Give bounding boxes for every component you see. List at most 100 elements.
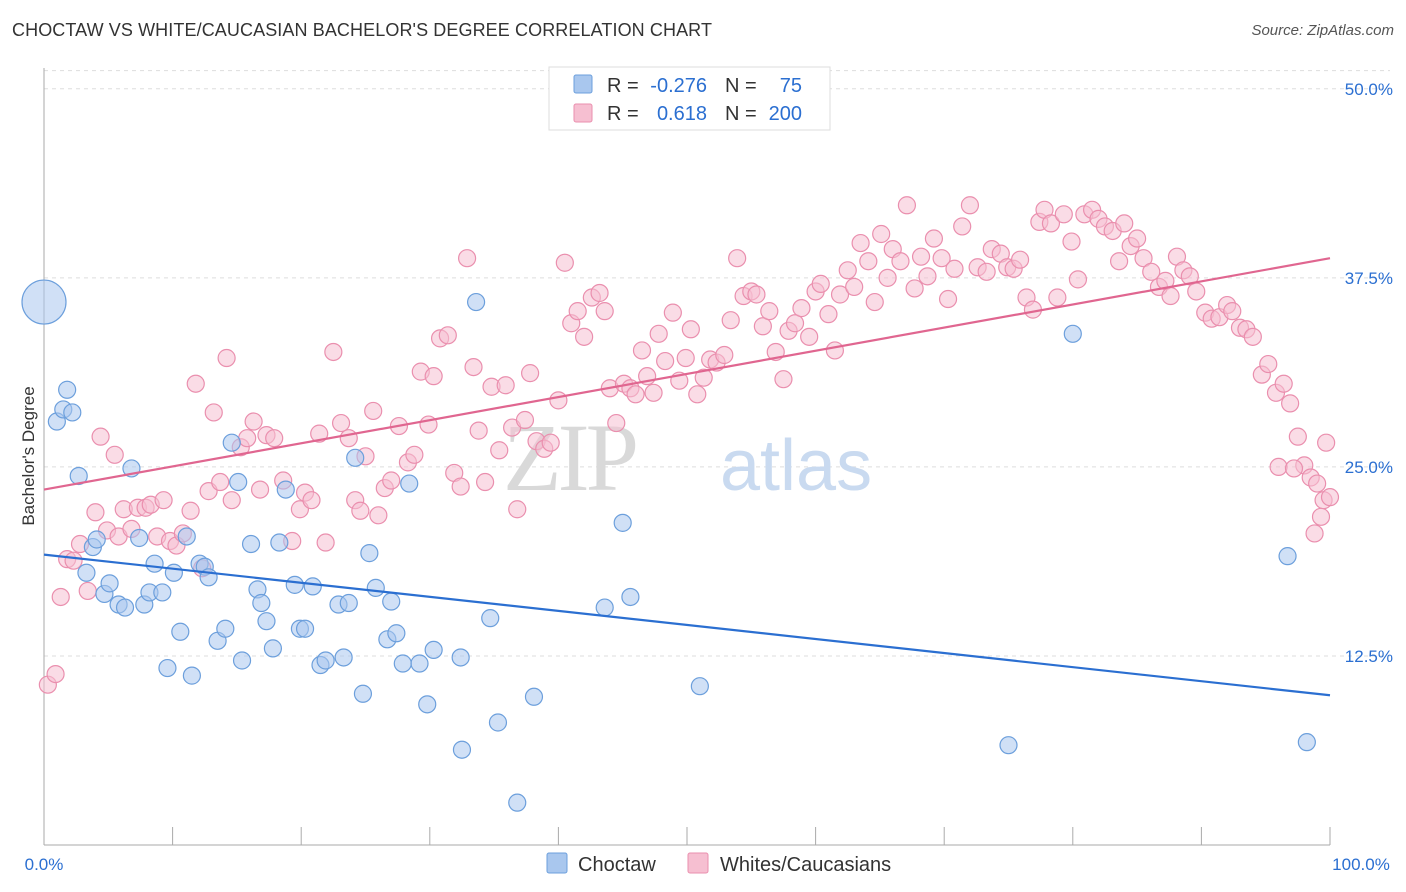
watermark-atlas: atlas	[720, 426, 872, 506]
choctaw-trend-line	[43, 553, 1331, 697]
whites-point	[369, 506, 388, 525]
whites-point	[575, 327, 594, 346]
choctaw-point	[229, 472, 248, 492]
choctaw-point	[999, 736, 1018, 755]
whites-point	[211, 472, 230, 492]
whites-point	[1109, 252, 1129, 271]
whites-point	[851, 233, 870, 253]
whites-point	[1308, 474, 1327, 493]
choctaw-point	[360, 544, 379, 563]
whites-point	[490, 441, 509, 460]
whites-point	[1288, 427, 1307, 446]
legend-r-value-whites: 0.618	[657, 103, 707, 125]
choctaw-point	[257, 612, 276, 631]
whites-point	[932, 249, 951, 268]
choctaw-point	[115, 598, 135, 617]
whites-point	[78, 581, 97, 601]
whites-point	[753, 317, 772, 336]
choctaw-point	[263, 639, 283, 658]
choctaw-point	[69, 466, 88, 486]
choctaw-point	[164, 563, 183, 582]
whites-point	[1180, 267, 1199, 286]
whites-point	[865, 292, 884, 312]
choctaw-point	[100, 574, 119, 593]
whites-point	[715, 345, 734, 365]
choctaw-point	[295, 619, 315, 638]
whites-point	[541, 433, 560, 452]
whites-point	[891, 252, 910, 271]
choctaw-point	[481, 609, 500, 628]
y-tick-label: 50.0%	[1345, 80, 1393, 99]
whites-point	[555, 253, 574, 272]
legend-r-label-choctaw: R =	[607, 75, 639, 97]
whites-point	[1127, 229, 1147, 248]
whites-point	[911, 247, 931, 266]
whites-point	[774, 370, 793, 389]
whites-point	[1281, 394, 1300, 413]
choctaw-point	[424, 640, 443, 660]
whites-point	[521, 364, 540, 383]
source-label[interactable]: Source: ZipAtlas.com	[1251, 22, 1394, 39]
whites-point	[845, 277, 864, 297]
whites-point	[222, 491, 241, 510]
choctaw-point	[276, 480, 295, 499]
choctaw-point	[87, 530, 106, 549]
whites-point	[663, 303, 682, 322]
whites-point	[91, 427, 110, 446]
whites-point	[728, 249, 747, 268]
choctaw-point	[285, 575, 304, 594]
bottom-legend-choctaw[interactable]: Choctaw	[578, 854, 656, 876]
whites-point	[656, 351, 675, 371]
whites-point	[364, 401, 383, 421]
whites-point	[632, 341, 652, 360]
choctaw-point	[488, 713, 508, 732]
choctaw-point	[1063, 324, 1082, 343]
whites-point	[1134, 249, 1153, 268]
choctaw-point	[171, 622, 190, 641]
whites-point	[464, 357, 483, 377]
whites-point	[859, 252, 878, 271]
choctaw-point	[222, 433, 241, 452]
whites-point	[181, 501, 200, 520]
whites-point	[568, 302, 587, 321]
bottom-swatch-whites[interactable]	[687, 852, 709, 874]
y-tick-label: 25.0%	[1345, 458, 1393, 477]
legend-r-value-choctaw: -0.276	[650, 75, 707, 97]
whites-point	[46, 665, 65, 684]
choctaw-point	[418, 695, 437, 714]
choctaw-point	[153, 583, 172, 602]
whites-point	[1305, 524, 1324, 543]
x-ticks	[43, 827, 1331, 845]
series-legend: Choctaw Whites/Caucasians	[546, 852, 891, 876]
bottom-swatch-choctaw[interactable]	[546, 852, 568, 874]
whites-point	[897, 196, 917, 215]
whites-point	[1048, 288, 1067, 307]
whites-point	[310, 424, 329, 443]
whites-point	[792, 299, 811, 318]
whites-point	[331, 413, 351, 433]
legend-n-value-choctaw: 75	[780, 75, 802, 97]
whites-point	[1010, 250, 1030, 269]
whites-point	[945, 259, 964, 278]
y-tick-label: 12.5%	[1345, 647, 1393, 666]
watermark: ZIP atlas	[503, 404, 872, 511]
choctaw-point	[451, 648, 470, 667]
whites-point	[204, 403, 223, 422]
choctaw-point	[252, 593, 271, 613]
whites-points	[38, 196, 1340, 694]
whites-point	[351, 501, 370, 520]
whites-point	[688, 385, 707, 404]
legend-n-label-choctaw: N =	[725, 75, 757, 97]
whites-point	[265, 429, 284, 448]
choctaw-point	[387, 624, 406, 643]
whites-point	[549, 391, 568, 410]
whites-trend-line	[43, 257, 1331, 491]
choctaw-point	[339, 593, 358, 613]
whites-point	[451, 477, 470, 496]
bottom-legend-whites[interactable]: Whites/Caucasians	[720, 854, 891, 876]
choctaw-points	[21, 279, 1316, 812]
whites-point	[1223, 302, 1242, 321]
axes	[43, 68, 1330, 846]
whites-point	[1269, 457, 1288, 477]
